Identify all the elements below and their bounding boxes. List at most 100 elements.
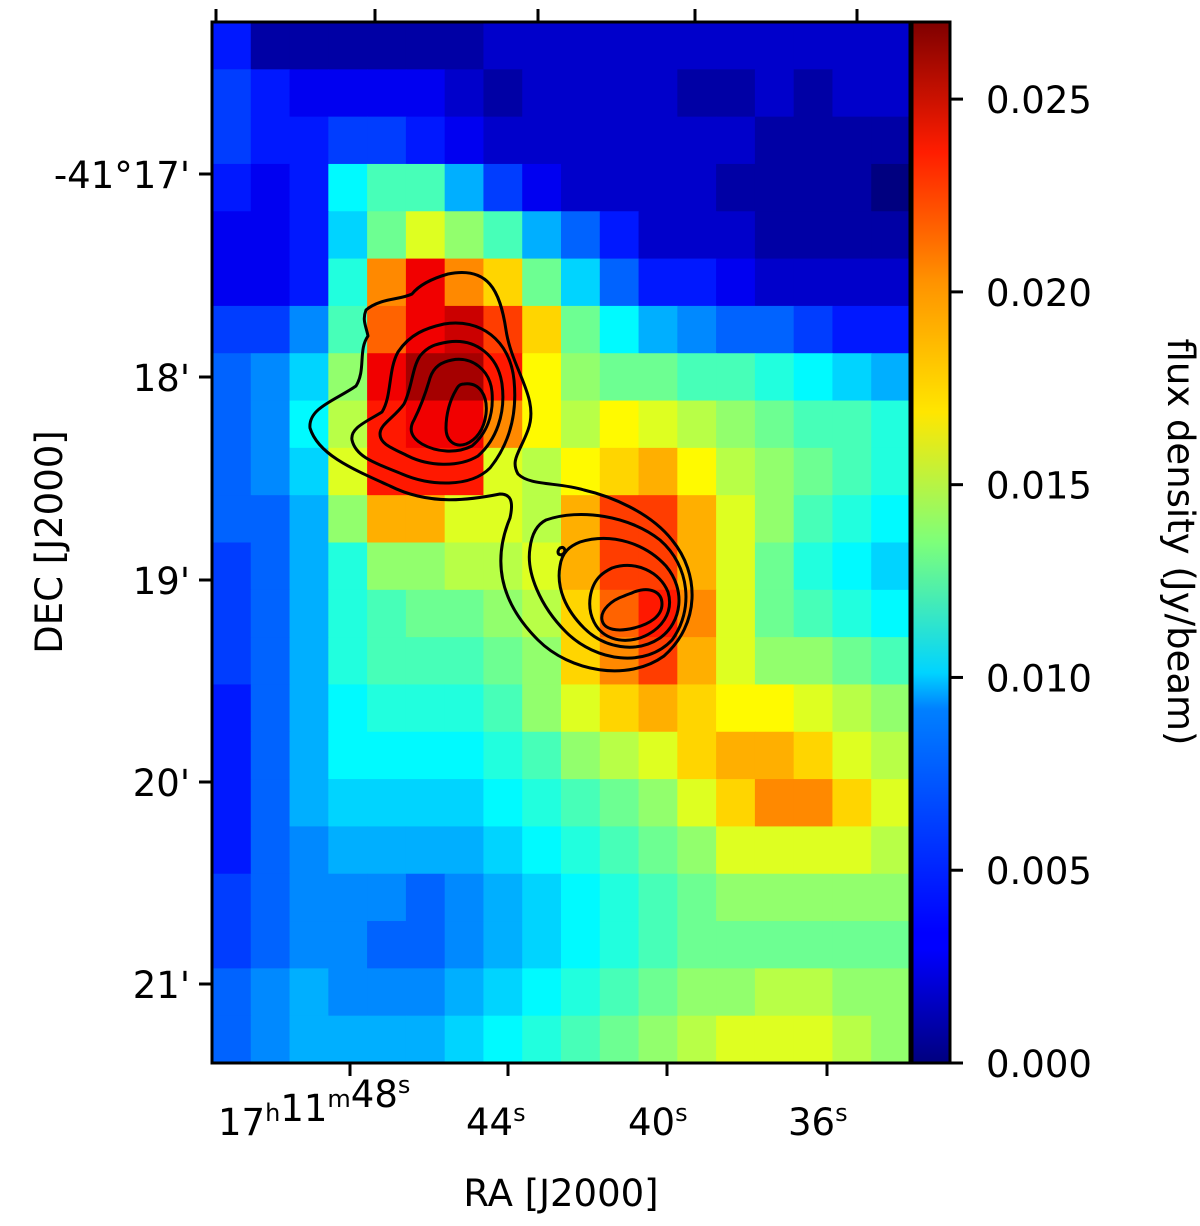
heatmap-cell xyxy=(367,779,407,828)
heatmap-cell xyxy=(250,1015,291,1063)
heatmap-cell xyxy=(716,211,756,260)
contour-level-3 xyxy=(378,339,505,466)
heatmap-cell xyxy=(754,305,795,354)
heatmap-cell xyxy=(677,163,717,212)
heatmap-cell xyxy=(599,921,640,969)
heatmap-cell xyxy=(599,779,640,828)
heatmap-cell xyxy=(289,873,329,922)
contour-level-5 xyxy=(444,382,488,447)
heatmap-cell xyxy=(871,731,910,780)
heatmap-cell xyxy=(793,211,834,260)
heatmap-cell xyxy=(677,116,717,165)
heatmap-cell xyxy=(832,826,872,875)
heatmap-cell xyxy=(832,731,872,780)
heatmap-cell xyxy=(832,684,872,733)
heatmap-cell xyxy=(677,400,717,449)
heatmap-cell xyxy=(367,69,407,118)
x-tick-label: 17h11m48s xyxy=(218,1071,410,1144)
heatmap-cell xyxy=(677,258,717,307)
heatmap-cell xyxy=(405,589,446,638)
heatmap-cell xyxy=(444,968,485,1017)
heatmap-cell xyxy=(367,211,407,260)
heatmap-cell xyxy=(561,1015,601,1063)
heatmap-cell xyxy=(405,968,446,1017)
heatmap-cell xyxy=(561,305,601,354)
heatmap-cell xyxy=(793,684,834,733)
heatmap-cell xyxy=(212,826,252,875)
heatmap-cell xyxy=(793,731,834,780)
heatmap-cell xyxy=(444,589,485,638)
heatmap-cell xyxy=(289,637,329,686)
heatmap-cell xyxy=(754,163,795,212)
heatmap-cell xyxy=(793,873,834,922)
heatmap-cell xyxy=(638,968,678,1017)
heatmap-cell xyxy=(599,116,640,165)
heatmap-cell xyxy=(677,731,717,780)
heatmap-cell xyxy=(483,116,523,165)
heatmap-cell xyxy=(561,69,601,118)
heatmap-cell xyxy=(561,116,601,165)
contour-level-2b xyxy=(527,513,688,660)
heatmap-cell xyxy=(328,589,368,638)
heatmap-cell xyxy=(716,921,756,969)
heatmap-cell xyxy=(289,968,329,1017)
heatmap-cell xyxy=(832,305,872,354)
heatmap-cell xyxy=(832,22,872,70)
heatmap-cell xyxy=(328,69,368,118)
heatmap-cell xyxy=(871,542,910,591)
heatmap-cell xyxy=(677,1015,717,1063)
heatmap-cell xyxy=(793,589,834,638)
heatmap-cell xyxy=(483,163,523,212)
heatmap-cell xyxy=(328,116,368,165)
heatmap-cell xyxy=(250,400,291,449)
x-axis-title: RA [J2000] xyxy=(463,1172,658,1215)
heatmap-cell xyxy=(328,542,368,591)
heatmap-cell xyxy=(716,826,756,875)
heatmap-cell xyxy=(522,211,562,260)
heatmap-cell xyxy=(289,684,329,733)
heatmap-cell xyxy=(677,353,717,402)
heatmap-cell xyxy=(328,637,368,686)
heatmap xyxy=(212,22,910,1063)
heatmap-cell xyxy=(367,495,407,544)
heatmap-cell xyxy=(367,637,407,686)
heatmap-cell xyxy=(289,305,329,354)
heatmap-cell xyxy=(561,163,601,212)
heatmap-cell xyxy=(638,873,678,922)
heatmap-cell xyxy=(405,826,446,875)
heatmap-cell xyxy=(754,826,795,875)
heatmap-cell xyxy=(599,163,640,212)
heatmap-cell xyxy=(754,542,795,591)
heatmap-cell xyxy=(871,353,910,402)
y-tick-label: 21' xyxy=(133,964,190,1007)
heatmap-cell xyxy=(405,779,446,828)
heatmap-cell xyxy=(522,779,562,828)
heatmap-cell xyxy=(522,447,562,496)
heatmap-cell xyxy=(716,542,756,591)
heatmap-cell xyxy=(638,779,678,828)
heatmap-cell xyxy=(871,495,910,544)
heatmap-cell xyxy=(212,305,252,354)
heatmap-cell xyxy=(793,826,834,875)
heatmap-cell xyxy=(328,495,368,544)
heatmap-cell xyxy=(677,921,717,969)
heatmap-cell xyxy=(250,69,291,118)
heatmap-cell xyxy=(444,779,485,828)
heatmap-cell xyxy=(793,447,834,496)
heatmap-cell xyxy=(754,400,795,449)
heatmap-cell xyxy=(871,400,910,449)
heatmap-cell xyxy=(444,163,485,212)
heatmap-cell xyxy=(405,542,446,591)
heatmap-cell xyxy=(483,826,523,875)
heatmap-cell xyxy=(832,258,872,307)
heatmap-cell xyxy=(599,353,640,402)
heatmap-cell xyxy=(599,873,640,922)
y-tick-label: -41°17' xyxy=(54,154,190,197)
heatmap-cell xyxy=(716,400,756,449)
heatmap-cell xyxy=(405,684,446,733)
heatmap-cell xyxy=(444,22,485,70)
heatmap-cell xyxy=(328,731,368,780)
heatmap-cell xyxy=(716,873,756,922)
heatmap-cell xyxy=(832,163,872,212)
heatmap-cell xyxy=(483,731,523,780)
